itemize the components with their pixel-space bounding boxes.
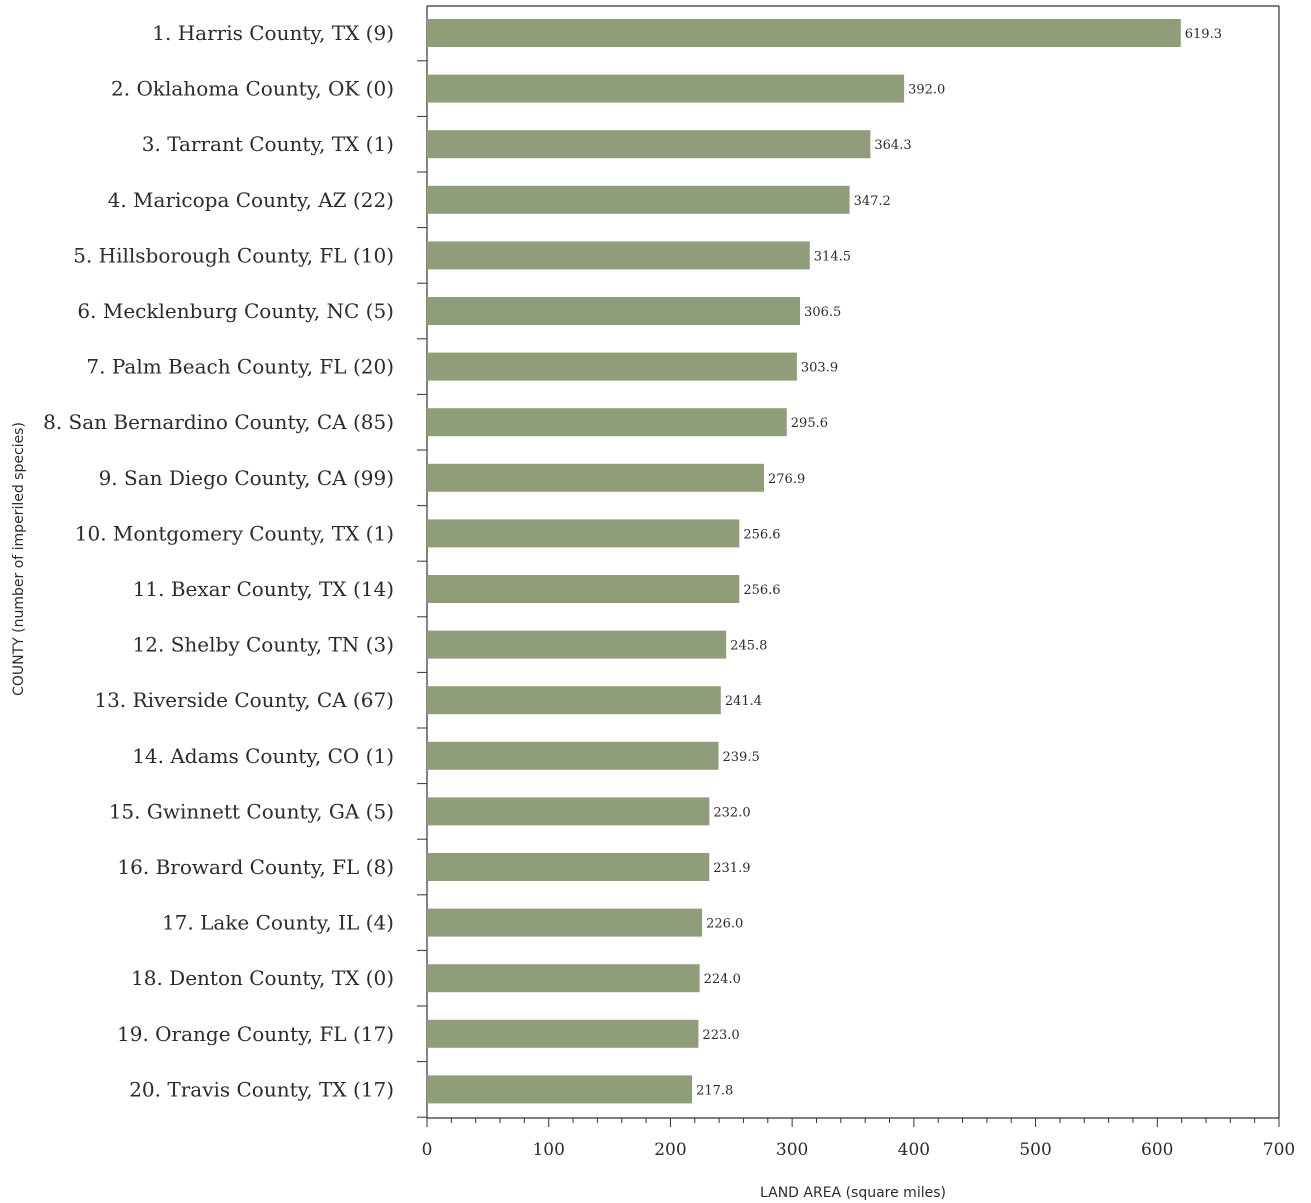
category-label: 10. Montgomery County, TX (1) [75,521,394,545]
bar [427,797,710,826]
x-tick-label: 300 [776,1140,808,1160]
bar [427,741,719,770]
bar [427,1019,699,1048]
category-label: 12. Shelby County, TN (3) [133,633,394,657]
value-label: 256.6 [743,583,780,598]
category-label: 16. Broward County, FL (8) [117,855,394,879]
category-label: 11. Bexar County, TX (14) [133,577,394,601]
bar [427,686,721,715]
category-label: 3. Tarrant County, TX (1) [142,132,394,156]
value-label: 256.6 [743,527,780,542]
category-label: 5. Hillsborough County, FL (10) [73,243,394,267]
value-label: 226.0 [706,917,743,932]
value-label: 295.6 [791,416,828,431]
value-label: 239.5 [723,750,760,765]
value-label: 347.2 [854,194,891,209]
value-label: 619.3 [1185,27,1222,42]
bar [427,1075,693,1104]
category-label: 8. San Bernardino County, CA (85) [43,410,394,434]
value-label: 217.8 [696,1083,733,1098]
y-axis-title: COUNTY (number of imperiled species) [11,422,27,696]
bar [427,463,765,492]
bar [427,519,740,548]
x-tick-label: 500 [1019,1140,1051,1160]
bar [427,74,905,103]
category-label: 13. Riverside County, CA (67) [94,688,394,712]
value-label: 224.0 [704,972,741,987]
x-tick-label: 200 [654,1140,686,1160]
category-label: 2. Oklahoma County, OK (0) [111,77,394,101]
category-label: 4. Maricopa County, AZ (22) [108,188,394,212]
bar [427,130,871,159]
bar [427,241,810,270]
value-label: 245.8 [730,639,767,654]
value-label: 306.5 [804,305,841,320]
value-label: 303.9 [801,361,838,376]
category-label: 14. Adams County, CO (1) [132,744,394,768]
bar [427,908,703,937]
bar [427,185,850,214]
category-label: 15. Gwinnett County, GA (5) [109,799,394,823]
category-label: 20. Travis County, TX (17) [129,1077,394,1101]
category-label: 17. Lake County, IL (4) [162,911,394,935]
bar [427,297,801,325]
category-label: 1. Harris County, TX (9) [152,21,394,45]
bar [427,19,1181,47]
category-label: 7. Palm Beach County, FL (20) [86,355,394,379]
bar [427,630,727,659]
value-label: 276.9 [768,472,805,487]
value-label: 223.0 [702,1028,739,1043]
value-label: 364.3 [874,138,911,153]
value-label: 241.4 [725,694,762,709]
x-tick-label: 400 [898,1140,930,1160]
x-tick-label: 600 [1141,1140,1173,1160]
x-tick-label: 0 [422,1140,433,1160]
x-tick-label: 700 [1263,1140,1295,1160]
value-label: 314.5 [814,249,851,264]
category-label: 6. Mecklenburg County, NC (5) [77,299,394,323]
category-label: 9. San Diego County, CA (99) [99,466,394,490]
x-axis-title: LAND AREA (square miles) [760,1185,946,1201]
category-label: 19. Orange County, FL (17) [117,1022,394,1046]
category-label: 18. Denton County, TX (0) [131,966,394,990]
bar [427,408,787,437]
bar [427,853,710,881]
value-label: 232.0 [713,805,750,820]
x-tick-label: 100 [532,1140,564,1160]
bar [427,964,700,993]
value-label: 392.0 [908,83,945,98]
bar [427,575,740,603]
value-label: 231.9 [713,861,750,876]
bar [427,352,797,381]
